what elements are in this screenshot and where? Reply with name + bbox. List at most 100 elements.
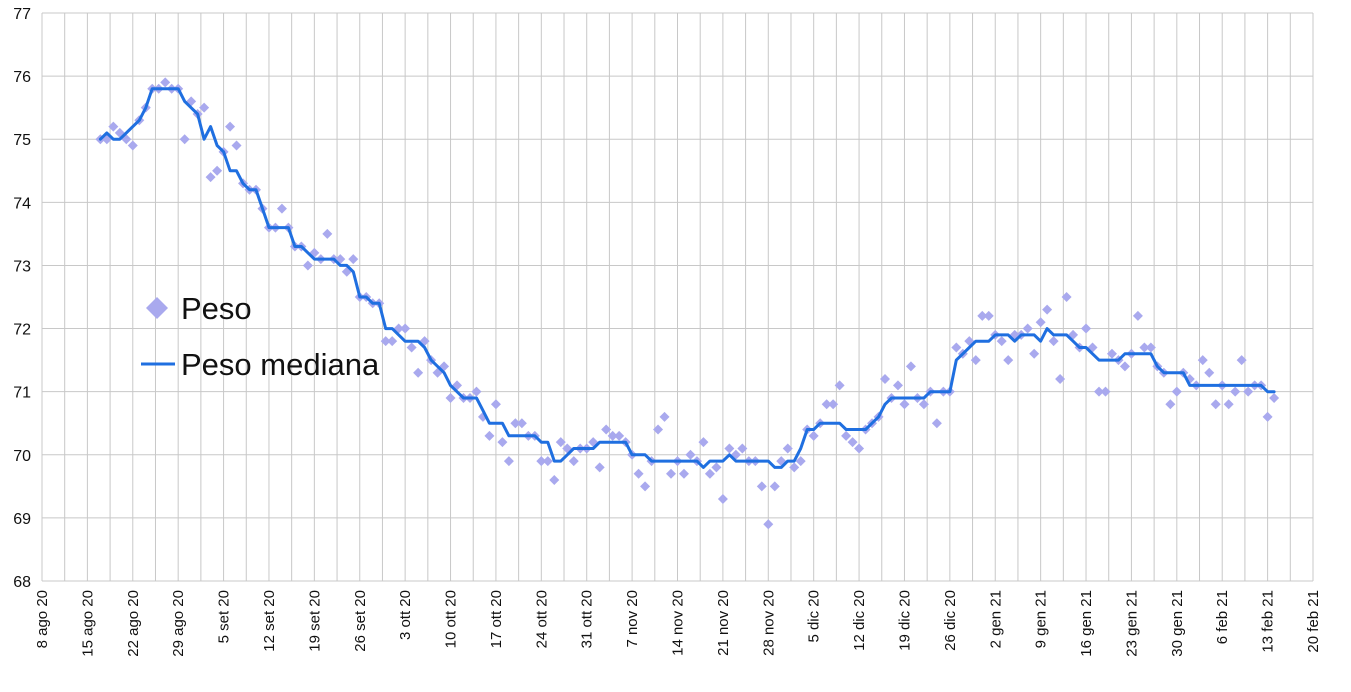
x-tick-label: 30 gen 21 — [1169, 590, 1186, 657]
peso-point — [108, 121, 119, 132]
x-tick-label: 10 ott 20 — [443, 590, 460, 648]
peso-point — [1269, 392, 1280, 403]
y-axis-tick-labels: 68 69 70 71 72 73 74 75 76 77 — [13, 6, 31, 591]
peso-point — [724, 443, 735, 454]
peso-point — [503, 456, 514, 467]
peso-point — [1204, 367, 1215, 378]
peso-point — [387, 336, 398, 347]
peso-point — [471, 386, 482, 397]
peso-point — [484, 430, 495, 441]
peso-point — [1139, 342, 1150, 353]
peso-point — [1230, 386, 1241, 397]
peso-point — [607, 430, 618, 441]
x-tick-label: 26 set 20 — [352, 590, 369, 652]
peso-point — [1197, 355, 1208, 366]
x-tick-label: 23 gen 21 — [1123, 590, 1140, 657]
peso-point — [276, 203, 287, 214]
x-tick-label: 29 ago 20 — [170, 590, 187, 657]
x-tick-label: 2 gen 21 — [987, 590, 1004, 648]
peso-point — [698, 437, 709, 448]
peso-point — [854, 443, 865, 454]
peso-point — [127, 140, 138, 151]
peso-point — [996, 336, 1007, 347]
peso-point — [231, 140, 242, 151]
peso-point — [717, 493, 728, 504]
x-tick-label: 17 ott 20 — [488, 590, 505, 648]
peso-point — [1165, 399, 1176, 410]
peso-point — [1223, 399, 1234, 410]
peso-mediana-line — [98, 87, 1276, 469]
y-tick-label: 76 — [13, 69, 31, 86]
peso-point — [309, 247, 320, 258]
peso-point — [199, 102, 210, 113]
peso-point — [1081, 323, 1092, 334]
peso-point — [828, 399, 839, 410]
peso-point — [225, 121, 236, 132]
peso-point — [821, 399, 832, 410]
peso-point — [737, 443, 748, 454]
peso-point — [1094, 386, 1105, 397]
peso-point — [160, 77, 171, 88]
y-tick-label: 74 — [13, 195, 31, 212]
y-tick-label: 70 — [13, 448, 31, 465]
peso-point — [1210, 399, 1221, 410]
peso-point — [983, 310, 994, 321]
peso-point — [1003, 355, 1014, 366]
peso-point — [678, 468, 689, 479]
peso-point — [1119, 361, 1130, 372]
peso-point — [594, 462, 605, 473]
peso-point — [406, 342, 417, 353]
legend: Peso Peso mediana — [141, 291, 380, 382]
peso-point — [322, 228, 333, 239]
peso-point — [1243, 386, 1254, 397]
peso-point — [880, 374, 891, 385]
legend-peso-marker — [146, 297, 168, 319]
x-tick-label: 9 gen 21 — [1033, 590, 1050, 648]
x-tick-label: 21 nov 20 — [715, 590, 732, 656]
peso-point — [704, 468, 715, 479]
peso-point — [977, 310, 988, 321]
x-tick-label: 6 feb 21 — [1214, 590, 1231, 644]
peso-point — [549, 475, 560, 486]
peso-point — [1029, 348, 1040, 359]
peso-point — [633, 468, 644, 479]
peso-point — [931, 418, 942, 429]
peso-point — [808, 430, 819, 441]
peso-point — [1171, 386, 1182, 397]
peso-point — [841, 430, 852, 441]
peso-point — [212, 165, 223, 176]
peso-point — [782, 443, 793, 454]
x-tick-label: 12 set 20 — [261, 590, 278, 652]
chart-gridlines — [41, 12, 1314, 582]
peso-point — [380, 336, 391, 347]
peso-point — [400, 323, 411, 334]
y-tick-label: 68 — [13, 574, 31, 591]
peso-point — [1236, 355, 1247, 366]
y-tick-label: 73 — [13, 258, 31, 275]
peso-point — [847, 437, 858, 448]
peso-point — [905, 361, 916, 372]
peso-point — [1132, 310, 1143, 321]
peso-point — [348, 254, 359, 265]
y-tick-label: 72 — [13, 322, 31, 339]
peso-point — [205, 172, 216, 183]
peso-point — [1042, 304, 1053, 315]
peso-point — [555, 437, 566, 448]
peso-point — [892, 380, 903, 391]
peso-point — [1022, 323, 1033, 334]
x-tick-label: 13 feb 21 — [1260, 590, 1277, 653]
y-tick-label: 71 — [13, 385, 31, 402]
peso-point — [497, 437, 508, 448]
x-tick-label: 31 ott 20 — [579, 590, 596, 648]
peso-point — [1262, 411, 1273, 422]
x-tick-label: 12 dic 20 — [851, 590, 868, 651]
peso-point — [899, 399, 910, 410]
peso-point — [413, 367, 424, 378]
peso-point — [1048, 336, 1059, 347]
peso-point — [1106, 348, 1117, 359]
x-tick-label: 14 nov 20 — [670, 590, 687, 656]
peso-point — [769, 481, 780, 492]
legend-peso-mediana-label: Peso mediana — [181, 347, 380, 382]
y-tick-label: 75 — [13, 132, 31, 149]
